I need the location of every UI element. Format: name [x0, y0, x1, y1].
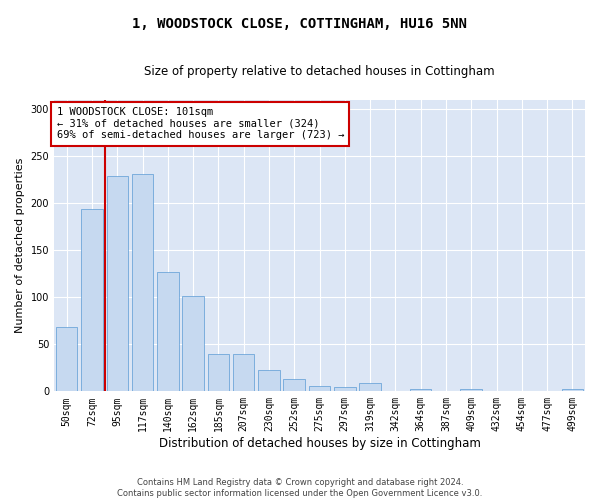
Bar	[107, 176, 128, 392]
Text: 1 WOODSTOCK CLOSE: 101sqm
← 31% of detached houses are smaller (324)
69% of semi: 1 WOODSTOCK CLOSE: 101sqm ← 31% of detac…	[56, 108, 344, 140]
Bar	[258, 370, 280, 392]
Bar	[359, 383, 381, 392]
Text: Contains HM Land Registry data © Crown copyright and database right 2024.
Contai: Contains HM Land Registry data © Crown c…	[118, 478, 482, 498]
Bar	[233, 354, 254, 392]
Y-axis label: Number of detached properties: Number of detached properties	[15, 158, 25, 334]
Bar	[81, 209, 103, 392]
Bar	[182, 296, 204, 392]
Bar	[410, 390, 431, 392]
Bar	[157, 272, 179, 392]
Bar	[208, 354, 229, 392]
Bar	[283, 379, 305, 392]
Bar	[562, 390, 583, 392]
Bar	[56, 328, 77, 392]
Bar	[309, 386, 330, 392]
X-axis label: Distribution of detached houses by size in Cottingham: Distribution of detached houses by size …	[158, 437, 481, 450]
Bar	[132, 174, 153, 392]
Text: 1, WOODSTOCK CLOSE, COTTINGHAM, HU16 5NN: 1, WOODSTOCK CLOSE, COTTINGHAM, HU16 5NN	[133, 18, 467, 32]
Title: Size of property relative to detached houses in Cottingham: Size of property relative to detached ho…	[144, 65, 495, 78]
Bar	[334, 386, 356, 392]
Bar	[460, 390, 482, 392]
